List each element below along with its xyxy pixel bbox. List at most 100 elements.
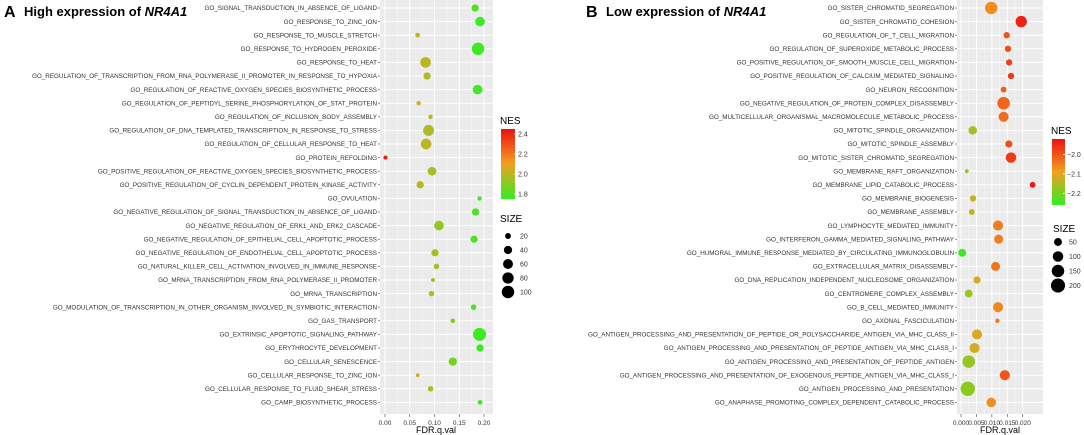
x-tick-label: 0.20 <box>478 420 491 427</box>
x-tick-label: 0.10 <box>428 420 441 427</box>
x-tick-label: 0.00 <box>379 420 392 427</box>
data-point <box>962 355 975 368</box>
term-label: GO_NEGATIVE_REGULATION_OF_ENDOTHELIAL_CE… <box>136 250 377 257</box>
data-point <box>431 249 439 257</box>
size-legend-label: 150 <box>1069 269 1081 276</box>
data-point <box>973 276 981 284</box>
panel-a-nes-legend-title: NES <box>500 116 521 127</box>
data-point <box>986 397 997 408</box>
data-point <box>430 277 436 283</box>
panel-b-size-legend-items: 50 100 150 200 <box>1050 238 1081 293</box>
data-point <box>964 289 973 298</box>
term-label: GO_RESPONSE_TO_ZINC_ION <box>284 19 378 26</box>
x-tick-label: 0.05 <box>403 420 416 427</box>
data-point <box>964 169 969 174</box>
size-legend-label: 40 <box>520 248 528 255</box>
data-point <box>969 342 980 354</box>
size-legend-label: 200 <box>1069 283 1081 290</box>
term-label: GO_MODULATION_OF_TRANSCRIPTION_IN_OTHER_… <box>53 304 378 311</box>
data-point <box>420 138 432 150</box>
term-label: GO_NEGATIVE_REGULATION_OF_SIGNAL_TRANSDU… <box>113 209 377 216</box>
data-point <box>958 248 967 257</box>
term-label: GO_REGULATION_OF_REACTIVE_OXYGEN_SPECIES… <box>130 87 377 94</box>
term-label: GO_MEMBRANE_LIPID_CATABOLIC_PROCESS <box>813 182 955 189</box>
size-legend-label: 100 <box>1069 254 1081 261</box>
data-point <box>420 57 431 68</box>
term-label: GO_REGULATION_OF_DNA_TEMPLATED_TRANSCRIP… <box>109 128 377 135</box>
term-label: GO_REGULATION_OF_INCLUSION_BODY_ASSEMBLY <box>215 114 378 121</box>
term-label: GO_CELLULAR_RESPONSE_TO_FLUID_SHEAR_STRE… <box>205 386 377 393</box>
data-point <box>416 181 424 189</box>
size-legend-dot <box>505 233 511 239</box>
term-label: GO_MITOTIC_SPINDLE_ORGANIZATION <box>834 128 955 135</box>
data-point <box>968 209 975 215</box>
term-label: GO_DNA_REPLICATION_INDEPENDENT_NUCLEOSOM… <box>735 277 955 284</box>
data-point <box>434 220 444 231</box>
panel-b-nes-colorbar <box>1052 139 1065 205</box>
data-point <box>471 42 485 56</box>
term-label: GO_INTERFERON_GAMMA_MEDIATED_SIGNALING_P… <box>766 236 955 243</box>
data-point <box>471 4 479 12</box>
data-point <box>415 32 421 38</box>
data-point <box>476 344 484 352</box>
panel-a-nes-colorbar <box>501 129 515 199</box>
term-label: GO_ERYTHROCYTE_DEVELOPMENT <box>265 345 377 352</box>
data-point <box>995 318 1000 323</box>
panel-a-title-gene: NR4A1 <box>145 4 188 19</box>
data-point <box>470 235 478 243</box>
data-point <box>450 318 456 324</box>
panel-b-size-legend: SIZE 50 100 150 200 <box>1050 224 1081 293</box>
term-label: GO_REGULATION_OF_PEPTIDYL_SERINE_PHOSPHO… <box>122 100 378 107</box>
panel-b-size-legend-title: SIZE <box>1053 224 1076 235</box>
size-legend-label: 100 <box>520 290 532 297</box>
size-legend-dot <box>1054 238 1062 246</box>
term-label: GO_EXTRACELLULAR_MATRIX_DISASSEMBLY <box>813 264 955 271</box>
x-tick-label: 0.005 <box>968 420 985 427</box>
term-label: GO_NEGATIVE_REGULATION_OF_ERK1_AND_ERK2_… <box>185 223 377 230</box>
term-label: GO_POSITIVE_REGULATION_OF_REACTIVE_OXYGE… <box>98 168 377 175</box>
panel-a-size-legend-title: SIZE <box>500 214 523 225</box>
data-point <box>968 126 977 135</box>
data-point <box>471 208 480 216</box>
data-point <box>470 304 477 310</box>
panel-a-x-axis-label: FDR.q.val <box>416 425 456 435</box>
data-point <box>427 166 437 176</box>
term-label: GO_AXONAL_FASCICULATION <box>862 318 954 325</box>
term-label: GO_MITOTIC_SPINDLE_ASSEMBLY <box>848 141 955 148</box>
x-tick-label: 0.000 <box>953 420 970 427</box>
data-point <box>972 329 983 340</box>
term-label: GO_ANAPHASE_PROMOTING_COMPLEX_DEPENDENT_… <box>715 400 954 407</box>
data-point <box>1004 45 1012 52</box>
size-legend-dot <box>1051 264 1065 278</box>
term-label: GO_ANTIGEN_PROCESSING_AND_PRESENTATION_O… <box>620 372 955 379</box>
term-label: GO_SIGNAL_TRANSDUCTION_IN_ABSENCE_OF_LIG… <box>204 5 377 12</box>
nes-tick-label: 1.8 <box>518 192 528 199</box>
size-legend-label: 20 <box>520 234 528 241</box>
x-tick-label: 0.15 <box>453 420 466 427</box>
term-label: GO_ANTIGEN_PROCESSING_AND_PRESENTATION_O… <box>664 345 954 352</box>
term-label: GO_RESPONSE_TO_MUSCLE_STRETCH <box>254 32 378 39</box>
panel-a-nes-legend: NES 2.4 2.2 2.0 1.8 <box>500 116 528 199</box>
term-label: GO_MEMBRANE_RAFT_ORGANIZATION <box>833 168 954 175</box>
data-point <box>1015 15 1027 28</box>
nes-tick-label: −2.2 <box>1067 191 1081 198</box>
panel-b-nes-ticks: −2.0 −2.1 −2.2 <box>1063 152 1081 198</box>
data-point <box>960 381 976 397</box>
term-label: GO_REGULATION_OF_T_CELL_MIGRATION <box>823 32 955 39</box>
data-point <box>1005 140 1013 148</box>
term-label: GO_HUMORAL_IMMUNE_RESPONSE_MEDIATED_BY_C… <box>687 250 955 257</box>
data-point <box>1005 152 1017 163</box>
data-point <box>994 234 1004 244</box>
term-label: GO_NEGATIVE_REGULATION_OF_EPITHELIAL_CEL… <box>144 236 377 243</box>
panel-b-x-axis-label: FDR.q.val <box>980 425 1020 435</box>
term-label: GO_LYMPHOCYTE_MEDIATED_IMMUNITY <box>828 223 955 230</box>
term-label: GO_RESPONSE_TO_HEAT <box>297 60 377 67</box>
x-tick-label: 0.020 <box>1015 420 1032 427</box>
size-legend-dot <box>503 245 513 255</box>
size-legend-dot <box>1050 278 1066 293</box>
term-label: GO_NATURAL_KILLER_CELL_ACTIVATION_INVOLV… <box>138 264 377 271</box>
term-label: GO_OVULATION <box>328 196 378 203</box>
data-point <box>427 386 434 392</box>
term-label: GO_ANTIGEN_PROCESSING_AND_PRESENTATION <box>799 386 955 393</box>
